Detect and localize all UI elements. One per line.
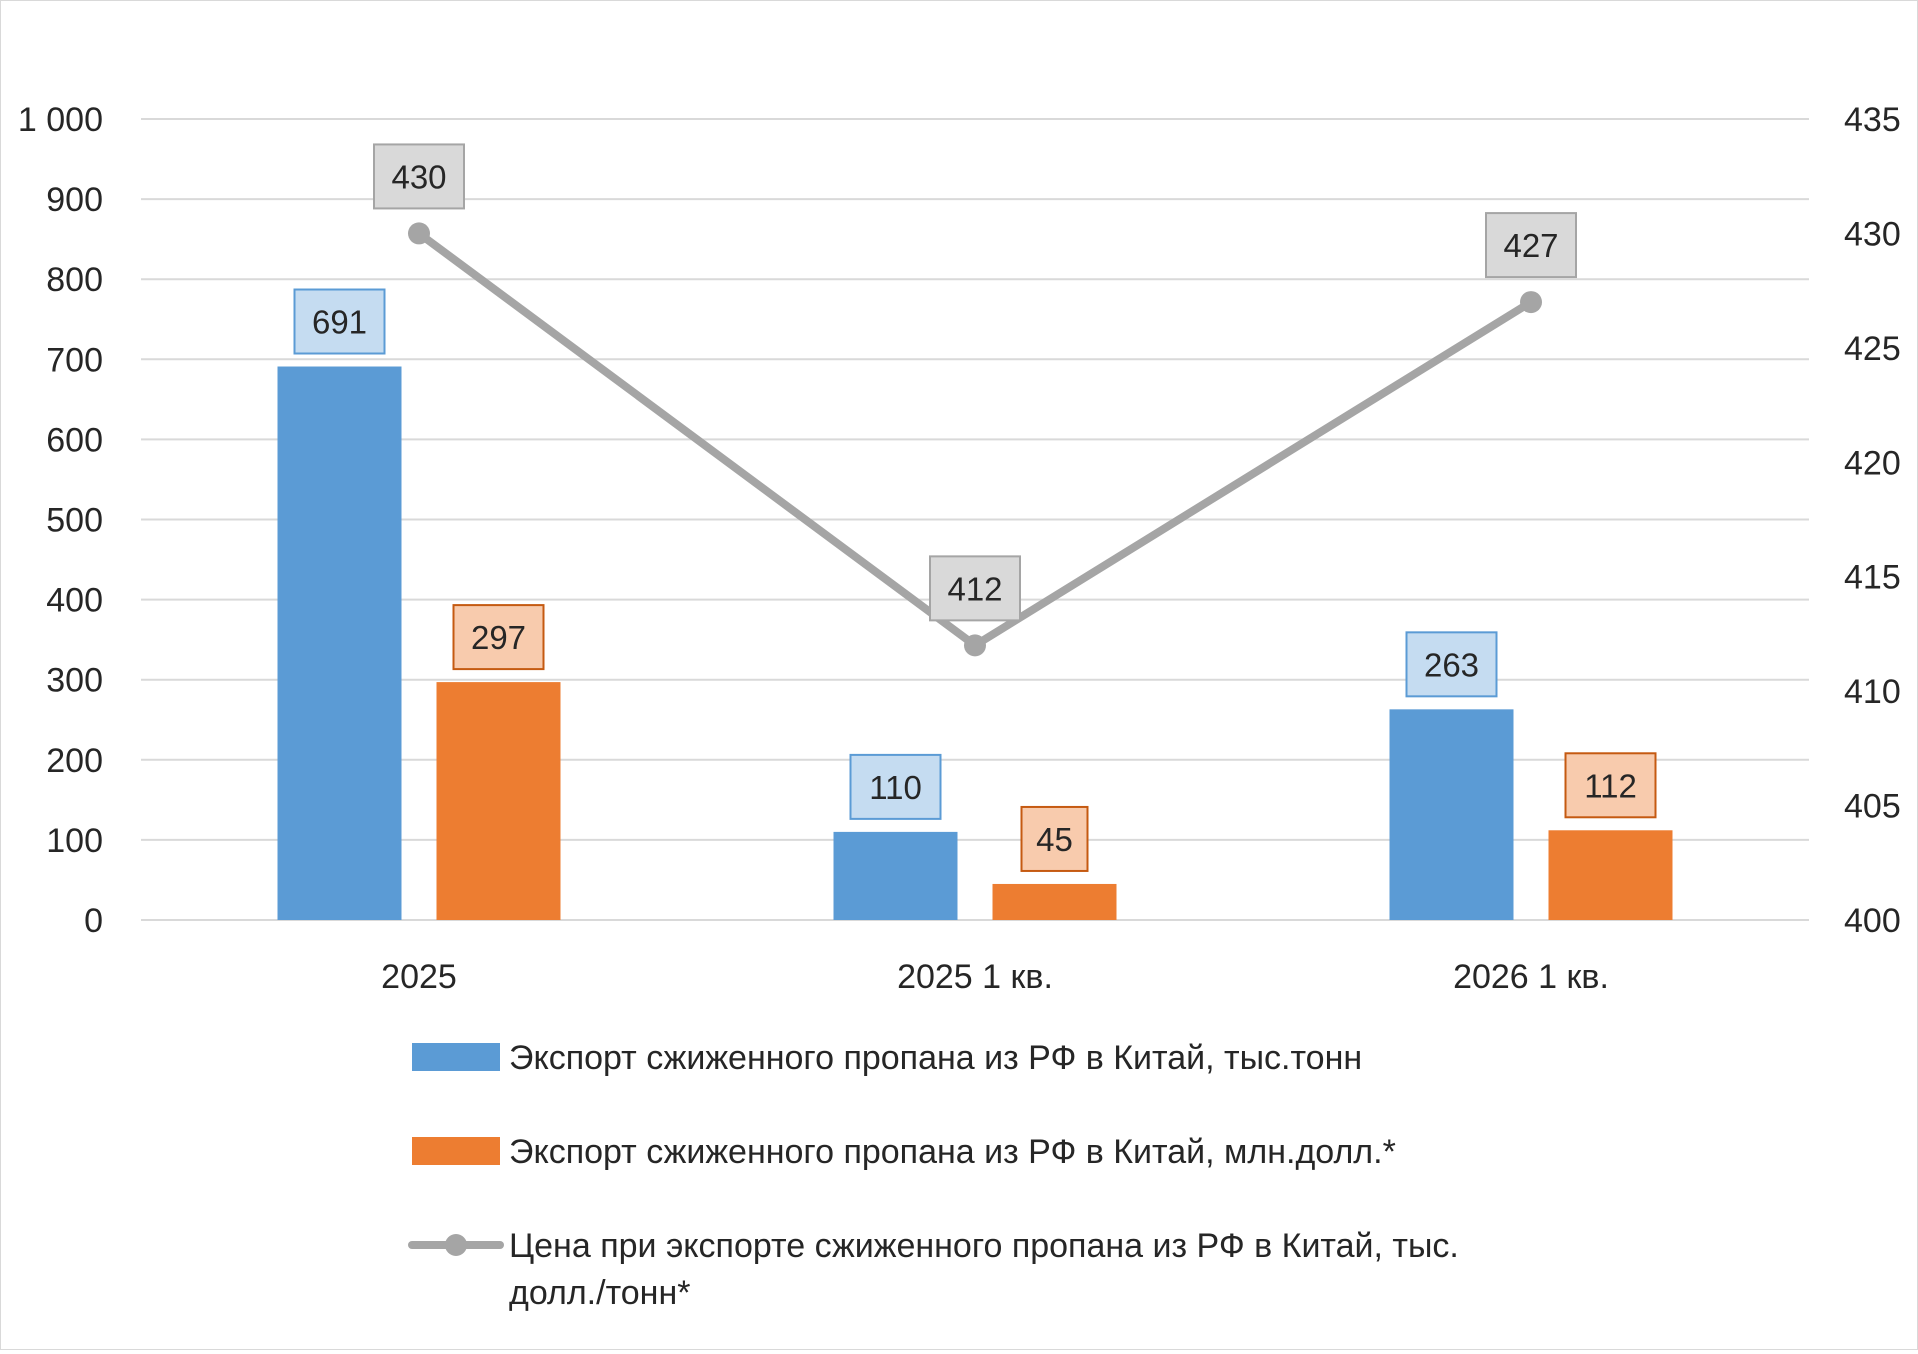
right-tick-label: 400 [1844,902,1901,940]
left-tick-label: 900 [46,181,103,219]
data-label-series2: 112 [1584,767,1637,804]
data-label-series1-box [849,753,942,820]
bar-series1 [277,366,402,920]
data-label-series2-box [452,604,545,671]
legend: Экспорт сжиженного пропана из РФ в Китай… [408,1039,1459,1312]
category-label: 2025 1 кв. [897,958,1053,996]
right-tick-label: 410 [1844,673,1901,711]
data-labels: 691 110 263 297 45 112 430 412 427 [293,143,1657,872]
data-label-series1-box [1405,631,1498,698]
data-label-series1: 691 [312,304,367,341]
right-tick-label: 405 [1844,788,1901,826]
legend-label-series3: долл./тонн* [509,1274,690,1312]
price-line [408,222,1542,657]
data-label-series2: 297 [471,619,526,656]
left-tick-label: 600 [46,421,103,459]
data-label-series2-box [1020,805,1089,872]
data-label-price: 412 [947,570,1002,607]
data-label-series1: 110 [869,769,922,806]
legend-swatch-series1 [412,1043,500,1071]
right-tick-label: 435 [1844,101,1901,139]
data-label-series2: 45 [1036,821,1073,858]
data-label-series2-box [1564,752,1657,819]
legend-label-series3: Цена при экспорте сжиженного пропана из … [509,1227,1459,1265]
price-point [964,634,986,657]
left-tick-label: 200 [46,742,103,780]
left-tick-label: 800 [46,261,103,299]
legend-swatch-series2 [412,1137,500,1165]
data-label-series1: 263 [1424,646,1479,683]
data-label-series1-box [293,288,386,355]
right-tick-label: 420 [1844,444,1901,482]
legend-label-series2: Экспорт сжиженного пропана из РФ в Китай… [509,1133,1396,1171]
price-point [1520,291,1542,314]
legend-marker [445,1234,467,1256]
left-tick-label: 700 [46,341,103,379]
right-axis-ticks: 400 405 410 415 420 425 430 435 [1844,101,1901,940]
bar-series1 [833,831,958,920]
left-tick-label: 400 [46,582,103,620]
data-label-price-box [929,555,1021,622]
bar-series2 [436,682,561,920]
bar-series2 [992,883,1117,920]
left-tick-label: 300 [46,662,103,700]
right-tick-label: 425 [1844,330,1901,368]
left-axis-ticks: 0 100 200 300 400 500 600 700 800 900 1 000 [18,101,103,940]
price-point [408,222,430,245]
left-tick-label: 1 000 [18,101,103,139]
data-label-price-box [1485,212,1577,279]
data-label-price-box [373,143,465,210]
data-label-price: 427 [1503,227,1558,264]
bars [277,366,1673,920]
right-tick-label: 430 [1844,215,1901,253]
bar-series2 [1548,830,1673,920]
legend-label-series1: Экспорт сжиженного пропана из РФ в Китай… [509,1039,1362,1077]
left-tick-label: 500 [46,502,103,540]
bar-series1 [1389,709,1514,920]
right-tick-label: 415 [1844,559,1901,597]
category-labels: 2025 2025 1 кв. 2026 1 кв. [381,958,1609,996]
category-label: 2026 1 кв. [1453,958,1609,996]
category-label: 2025 [381,958,457,996]
left-tick-label: 0 [84,902,103,940]
data-label-price: 430 [391,158,446,195]
left-tick-label: 100 [46,822,103,860]
